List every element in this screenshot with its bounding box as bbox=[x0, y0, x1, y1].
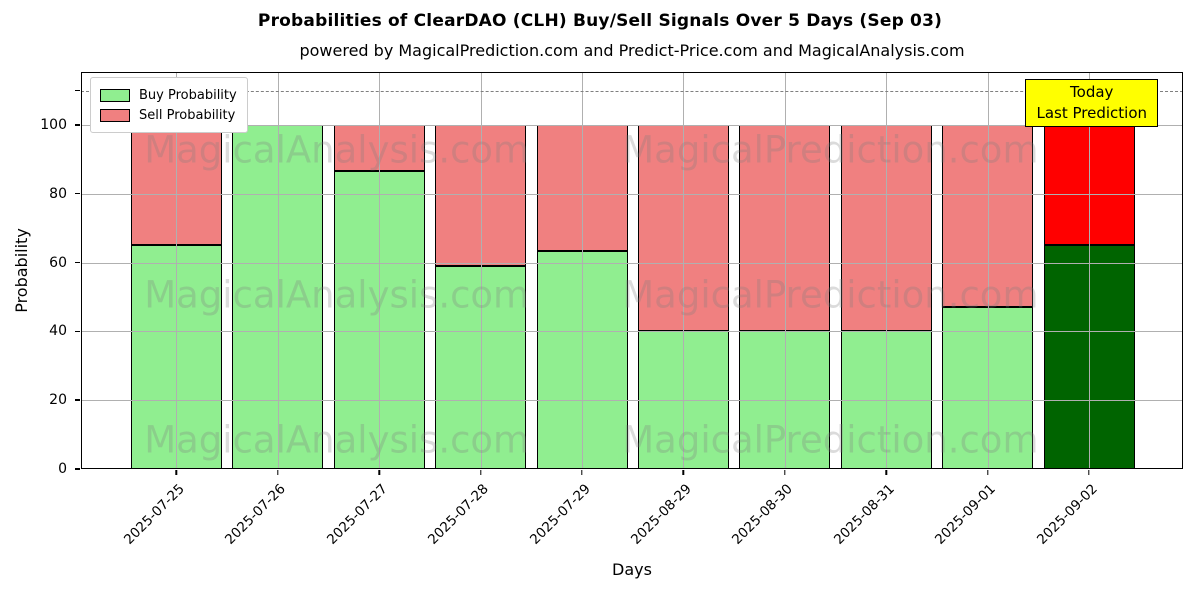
x-tick-label: 2025-09-01 bbox=[932, 481, 1000, 548]
sell-bar-segment bbox=[435, 124, 527, 267]
x-tick-mark bbox=[784, 470, 786, 475]
y-tick-mark-110 bbox=[75, 89, 80, 92]
buy-bar-segment bbox=[840, 331, 932, 469]
x-tick-mark bbox=[175, 470, 178, 475]
buy-bar-segment bbox=[739, 331, 831, 469]
buy-bar-segment bbox=[130, 245, 222, 469]
x-tick-label: 2025-07-26 bbox=[222, 481, 290, 548]
x-tick-mark bbox=[986, 470, 989, 475]
today-annotation-line1: Today bbox=[1070, 83, 1114, 101]
buy-bar-segment bbox=[1043, 245, 1135, 469]
y-tick-label: 80 bbox=[49, 185, 67, 202]
buy-bar-segment bbox=[435, 266, 527, 469]
sell-bar-segment bbox=[942, 124, 1034, 308]
legend-item-sell: Sell Probability bbox=[100, 105, 237, 125]
threshold-line bbox=[81, 90, 1183, 92]
sell-bar-segment bbox=[637, 125, 729, 332]
buy-legend-swatch bbox=[100, 88, 130, 102]
x-axis-label: Days bbox=[612, 560, 652, 579]
x-tick-mark bbox=[581, 470, 583, 475]
sell-bar-segment bbox=[536, 124, 628, 251]
sell-legend-label: Sell Probability bbox=[139, 107, 236, 123]
x-tick-label: 2025-07-29 bbox=[526, 481, 594, 548]
buy-bar-segment bbox=[637, 331, 729, 469]
x-tick-mark bbox=[479, 470, 482, 475]
y-tick-mark bbox=[75, 124, 80, 126]
buy-bar-segment bbox=[942, 307, 1034, 469]
y-tick-mark bbox=[75, 193, 80, 195]
sell-bar-segment bbox=[840, 125, 932, 332]
x-tick-mark bbox=[682, 470, 685, 475]
x-tick-mark bbox=[277, 470, 279, 475]
x-tick-label: 2025-07-28 bbox=[425, 481, 493, 548]
x-tick-mark bbox=[1088, 470, 1090, 475]
y-tick-label: 60 bbox=[49, 254, 67, 271]
x-tick-label: 2025-08-29 bbox=[628, 481, 695, 548]
y-tick-label: 20 bbox=[49, 392, 67, 409]
chart-title: Probabilities of ClearDAO (CLH) Buy/Sell… bbox=[257, 11, 943, 31]
y-tick-mark bbox=[75, 399, 80, 401]
y-tick-label: 100 bbox=[40, 116, 67, 133]
buy-bar-segment bbox=[232, 124, 324, 469]
today-annotation-line2: Last Prediction bbox=[1036, 104, 1147, 122]
legend: Buy Probability Sell Probability bbox=[90, 77, 248, 133]
sell-bar-segment bbox=[739, 125, 831, 332]
sell-bar-segment bbox=[1043, 124, 1135, 246]
plot-area: MagicalAnalysis.com MagicalPrediction.co… bbox=[75, 72, 1183, 475]
x-tick-label: 2025-07-27 bbox=[323, 481, 391, 548]
legend-item-buy: Buy Probability bbox=[100, 85, 237, 105]
x-tick-label: 2025-08-30 bbox=[729, 481, 797, 548]
sell-legend-swatch bbox=[100, 108, 130, 122]
today-annotation: Today Last Prediction bbox=[1025, 79, 1158, 127]
buy-bar-segment bbox=[536, 250, 628, 469]
x-tick-label: 2025-07-25 bbox=[121, 481, 188, 548]
y-tick-label: 40 bbox=[49, 323, 67, 340]
sell-bar-segment bbox=[333, 125, 425, 172]
y-tick-label: 0 bbox=[58, 461, 67, 477]
chart-subtitle: powered by MagicalPrediction.com and Pre… bbox=[299, 41, 965, 60]
x-tick-label: 2025-08-31 bbox=[830, 481, 898, 548]
y-tick-mark bbox=[75, 330, 80, 333]
y-tick-mark bbox=[75, 468, 80, 470]
bars-layer bbox=[81, 72, 1183, 469]
x-tick-mark bbox=[885, 470, 887, 475]
x-tick-label: 2025-09-02 bbox=[1033, 481, 1101, 548]
buy-bar-segment bbox=[333, 171, 425, 469]
y-tick-labels: 0 20 40 60 80 100 bbox=[0, 72, 74, 477]
sell-bar-segment bbox=[130, 124, 222, 246]
x-tick-mark bbox=[378, 470, 380, 475]
buy-legend-label: Buy Probability bbox=[139, 87, 237, 103]
y-tick-mark bbox=[75, 261, 80, 264]
